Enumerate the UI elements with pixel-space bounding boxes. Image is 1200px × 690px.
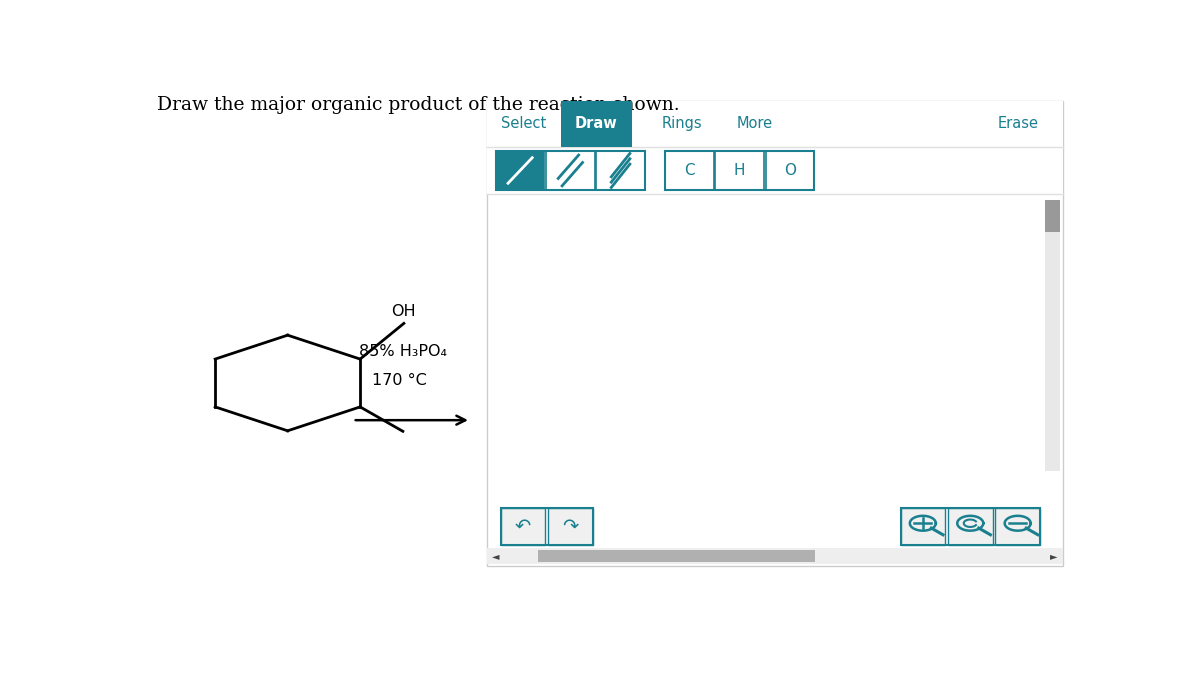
FancyBboxPatch shape [487,146,1063,195]
Text: Draw the major organic product of the reaction shown.: Draw the major organic product of the re… [157,96,680,114]
FancyBboxPatch shape [900,508,946,545]
Text: Select: Select [502,117,546,132]
FancyBboxPatch shape [546,151,594,190]
FancyBboxPatch shape [496,151,545,190]
Text: ↷: ↷ [562,517,578,536]
FancyBboxPatch shape [487,548,1063,564]
FancyBboxPatch shape [995,508,1040,545]
FancyBboxPatch shape [562,101,631,146]
FancyBboxPatch shape [487,101,1063,146]
FancyBboxPatch shape [548,508,593,545]
FancyBboxPatch shape [538,550,815,562]
FancyBboxPatch shape [715,151,764,190]
FancyBboxPatch shape [596,151,644,190]
FancyBboxPatch shape [1045,199,1060,471]
Text: Erase: Erase [998,117,1039,132]
FancyBboxPatch shape [948,508,992,545]
Text: 170 °C: 170 °C [372,373,427,388]
FancyBboxPatch shape [665,151,714,190]
FancyBboxPatch shape [1045,199,1060,233]
Text: ►: ► [1050,551,1057,561]
Text: OH: OH [391,304,416,319]
Text: C: C [684,163,695,178]
Text: H: H [734,163,745,178]
Text: ↶: ↶ [515,517,532,536]
Text: Draw: Draw [575,117,618,132]
FancyBboxPatch shape [487,101,1063,566]
Text: O: O [784,163,796,178]
Text: More: More [737,117,773,132]
Text: Rings: Rings [661,117,702,132]
Text: 85% H₃PO₄: 85% H₃PO₄ [359,344,446,359]
Text: ◄: ◄ [492,551,499,561]
FancyBboxPatch shape [766,151,814,190]
FancyBboxPatch shape [500,508,545,545]
